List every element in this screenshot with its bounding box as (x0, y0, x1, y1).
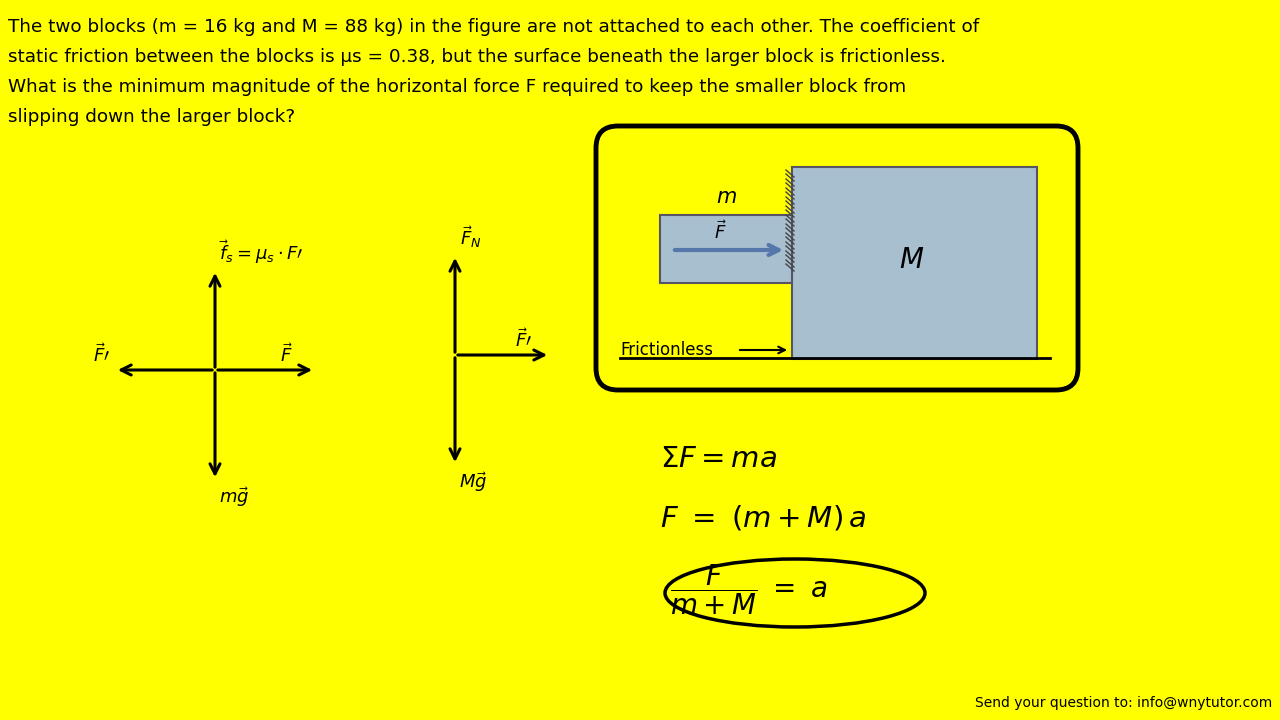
Text: Send your question to: info@wnytutor.com: Send your question to: info@wnytutor.com (975, 696, 1272, 710)
FancyBboxPatch shape (596, 126, 1078, 390)
Text: What is the minimum magnitude of the horizontal force F required to keep the sma: What is the minimum magnitude of the hor… (8, 78, 906, 96)
Text: Frictionless: Frictionless (620, 341, 713, 359)
Text: The two blocks (m = 16 kg and M = 88 kg) in the figure are not attached to each : The two blocks (m = 16 kg and M = 88 kg)… (8, 18, 979, 36)
Text: $m$: $m$ (716, 188, 736, 207)
Text: $m\vec{g}$: $m\vec{g}$ (219, 485, 250, 509)
Text: $\vec{F}_N$: $\vec{F}_N$ (460, 224, 481, 250)
Text: $M\vec{g}$: $M\vec{g}$ (460, 470, 488, 494)
Text: slipping down the larger block?: slipping down the larger block? (8, 108, 296, 126)
Text: $\dfrac{F}{m+M}\ =\ a$: $\dfrac{F}{m+M}\ =\ a$ (669, 562, 828, 617)
Text: $\vec{F}\prime$: $\vec{F}\prime$ (515, 328, 532, 351)
Text: $F\ =\ (m + M)\,a$: $F\ =\ (m + M)\,a$ (660, 503, 867, 532)
Text: $\vec{F}$: $\vec{F}$ (714, 220, 726, 243)
Text: $\Sigma F = ma$: $\Sigma F = ma$ (660, 445, 777, 473)
Text: $M$: $M$ (900, 246, 924, 274)
Bar (792, 167, 1037, 359)
Text: static friction between the blocks is μs = 0.38, but the surface beneath the lar: static friction between the blocks is μs… (8, 48, 946, 66)
Bar (660, 215, 792, 283)
Text: $\vec{F}\prime$: $\vec{F}\prime$ (93, 343, 110, 366)
Text: $\vec{F}$: $\vec{F}$ (280, 343, 293, 366)
Text: $\vec{f}_s = \mu_s \cdot F\prime$: $\vec{f}_s = \mu_s \cdot F\prime$ (219, 238, 303, 266)
